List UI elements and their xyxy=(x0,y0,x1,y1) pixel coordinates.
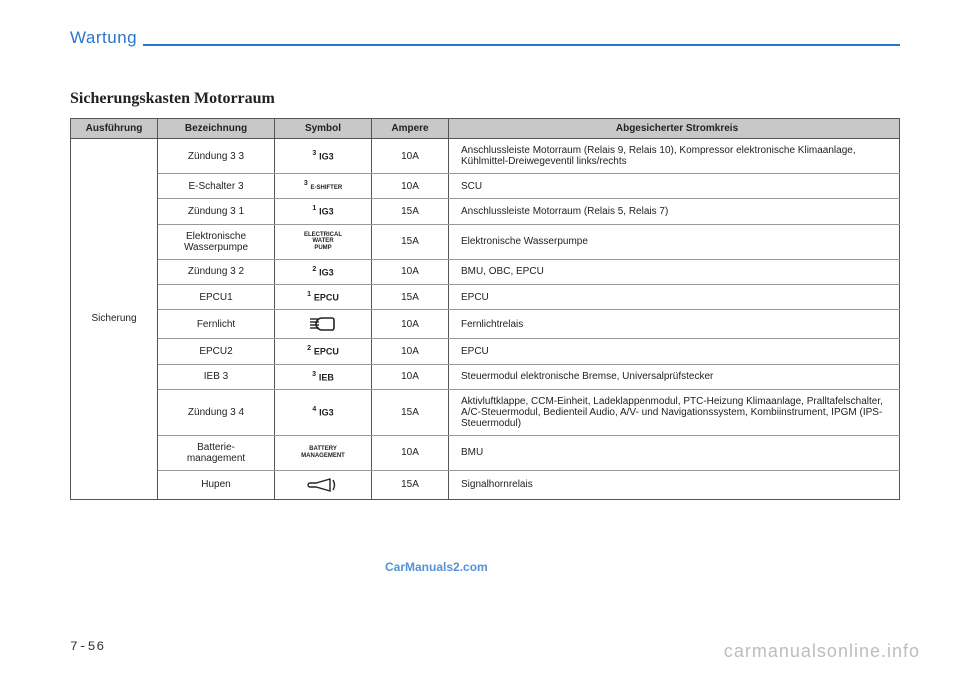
cell-bezeichnung: EPCU1 xyxy=(158,284,275,309)
group-label: Sicherung xyxy=(71,139,158,500)
cell-ampere: 10A xyxy=(372,435,449,470)
page-number: 7-56 xyxy=(70,639,105,654)
cell-stromkreis: Anschlussleiste Motorraum (Relais 9, Rel… xyxy=(449,139,900,174)
watermark-carmanuals2: CarManuals2.com xyxy=(385,560,488,574)
cell-symbol: 3 IEB xyxy=(275,364,372,389)
cell-bezeichnung: Elektronische Wasserpumpe xyxy=(158,224,275,259)
col-header: Ausführung xyxy=(71,119,158,139)
cell-bezeichnung: IEB 3 xyxy=(158,364,275,389)
table-row: Elektronische WasserpumpeELECTRICALWATER… xyxy=(71,224,900,259)
table-row: Zündung 3 11 IG315AAnschlussleiste Motor… xyxy=(71,199,900,224)
cell-bezeichnung: Batterie-management xyxy=(158,435,275,470)
table-row: Batterie-managementBATTERYMANAGEMENT10AB… xyxy=(71,435,900,470)
cell-symbol xyxy=(275,470,372,499)
cell-ampere: 10A xyxy=(372,364,449,389)
cell-stromkreis: Signalhornrelais xyxy=(449,470,900,499)
section-title: Sicherungskasten Motorraum xyxy=(70,90,900,108)
cell-stromkreis: Fernlichtrelais xyxy=(449,310,900,339)
cell-bezeichnung: Zündung 3 3 xyxy=(158,139,275,174)
col-header: Symbol xyxy=(275,119,372,139)
table-row: EPCU22 EPCU10AEPCU xyxy=(71,339,900,364)
page-header: Wartung xyxy=(70,28,900,50)
cell-bezeichnung: Zündung 3 2 xyxy=(158,259,275,284)
table-row: EPCU11 EPCU15AEPCU xyxy=(71,284,900,309)
table-row: Zündung 3 44 IG315AAktivluftklappe, CCM-… xyxy=(71,389,900,435)
cell-symbol: 3 IG3 xyxy=(275,139,372,174)
cell-symbol: BATTERYMANAGEMENT xyxy=(275,435,372,470)
cell-ampere: 10A xyxy=(372,339,449,364)
cell-bezeichnung: Fernlicht xyxy=(158,310,275,339)
col-header: Abgesicherter Stromkreis xyxy=(449,119,900,139)
cell-bezeichnung: EPCU2 xyxy=(158,339,275,364)
cell-symbol xyxy=(275,310,372,339)
cell-symbol: 2 IG3 xyxy=(275,259,372,284)
cell-ampere: 10A xyxy=(372,139,449,174)
col-header: Ampere xyxy=(372,119,449,139)
table-row: Fernlicht 10AFernlichtrelais xyxy=(71,310,900,339)
cell-symbol: 1 EPCU xyxy=(275,284,372,309)
cell-stromkreis: Aktivluftklappe, CCM-Einheit, Ladeklappe… xyxy=(449,389,900,435)
cell-symbol: 1 IG3 xyxy=(275,199,372,224)
cell-stromkreis: Steuermodul elektronische Bremse, Univer… xyxy=(449,364,900,389)
cell-stromkreis: SCU xyxy=(449,174,900,199)
cell-ampere: 10A xyxy=(372,310,449,339)
table-row: Hupen 15ASignalhornrelais xyxy=(71,470,900,499)
table-row: Zündung 3 22 IG310ABMU, OBC, EPCU xyxy=(71,259,900,284)
cell-stromkreis: EPCU xyxy=(449,284,900,309)
table-row: IEB 33 IEB10ASteuermodul elektronische B… xyxy=(71,364,900,389)
cell-stromkreis: BMU xyxy=(449,435,900,470)
cell-stromkreis: Elektronische Wasserpumpe xyxy=(449,224,900,259)
cell-stromkreis: BMU, OBC, EPCU xyxy=(449,259,900,284)
cell-symbol: 2 EPCU xyxy=(275,339,372,364)
cell-stromkreis: EPCU xyxy=(449,339,900,364)
table-row: SicherungZündung 3 33 IG310AAnschlusslei… xyxy=(71,139,900,174)
cell-stromkreis: Anschlussleiste Motorraum (Relais 5, Rel… xyxy=(449,199,900,224)
cell-ampere: 15A xyxy=(372,389,449,435)
table-header-row: Ausführung Bezeichnung Symbol Ampere Abg… xyxy=(71,119,900,139)
cell-bezeichnung: Zündung 3 1 xyxy=(158,199,275,224)
cell-ampere: 15A xyxy=(372,284,449,309)
cell-bezeichnung: Zündung 3 4 xyxy=(158,389,275,435)
cell-bezeichnung: Hupen xyxy=(158,470,275,499)
cell-ampere: 10A xyxy=(372,174,449,199)
cell-symbol: 3 E-SHIFTER xyxy=(275,174,372,199)
cell-symbol: 4 IG3 xyxy=(275,389,372,435)
watermark-carmanualsonline: carmanualsonline.info xyxy=(724,641,920,662)
table-row: E-Schalter 33 E-SHIFTER10ASCU xyxy=(71,174,900,199)
cell-symbol: ELECTRICALWATERPUMP xyxy=(275,224,372,259)
fuse-table: Ausführung Bezeichnung Symbol Ampere Abg… xyxy=(70,118,900,500)
cell-bezeichnung: E-Schalter 3 xyxy=(158,174,275,199)
cell-ampere: 15A xyxy=(372,224,449,259)
cell-ampere: 10A xyxy=(372,259,449,284)
header-title: Wartung xyxy=(70,28,137,50)
cell-ampere: 15A xyxy=(372,199,449,224)
header-rule xyxy=(143,44,900,46)
col-header: Bezeichnung xyxy=(158,119,275,139)
cell-ampere: 15A xyxy=(372,470,449,499)
